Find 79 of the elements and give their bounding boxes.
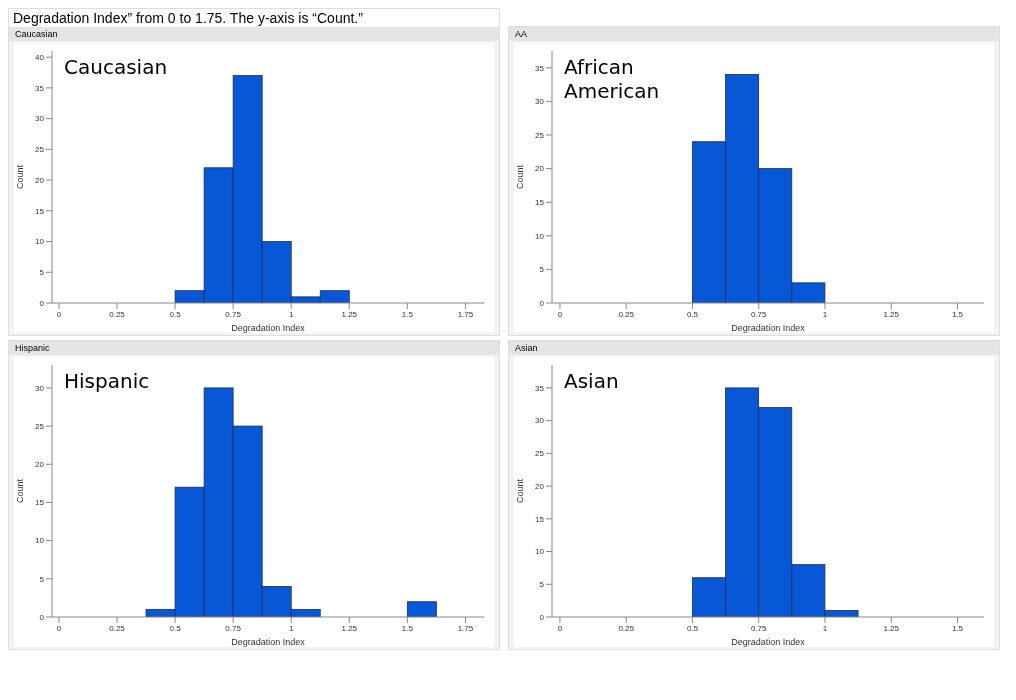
x-axis-title: Degradation Index (231, 323, 306, 333)
y-tick-label: 30 (35, 114, 45, 124)
y-axis-title: Count (515, 164, 526, 190)
x-axis-title: Degradation Index (731, 637, 806, 647)
annotation: Caucasian (64, 55, 169, 79)
x-tick-label: 0.5 (686, 309, 699, 319)
y-tick-label: 35 (535, 383, 545, 393)
x-tick-label: 0 (557, 623, 563, 633)
x-tick-label: 0 (56, 309, 62, 319)
y-tick-label: 25 (35, 145, 45, 155)
y-tick-label: 20 (35, 460, 45, 470)
x-tick-label: 1.75 (457, 309, 474, 319)
x-axis-title: Degradation Index (731, 323, 806, 333)
chart-title: Hispanic (9, 341, 499, 355)
text: Degradation Index” from 0 to 1.75. The y-axis is “Count.” (9, 9, 499, 27)
chart-title: Caucasian (9, 27, 499, 41)
y-tick-label: 0 (39, 298, 45, 308)
y-tick-label: 30 (35, 383, 45, 393)
x-tick-label: 1 (289, 309, 294, 319)
y-tick-label: 40 (35, 52, 45, 62)
y-tick-label: 30 (535, 416, 545, 426)
y-tick-label: 25 (535, 449, 545, 459)
y-tick-label: 5 (39, 574, 45, 584)
y-tick-label: 35 (535, 63, 545, 73)
y-tick-label: 0 (39, 612, 45, 622)
y-tick-label: 15 (535, 198, 545, 208)
y-tick-label: 5 (539, 580, 545, 590)
x-tick-label: 0.25 (109, 309, 126, 319)
annotation: African American (564, 55, 661, 103)
x-tick-label: 1 (822, 623, 828, 633)
x-tick-label: 0.75 (225, 309, 242, 319)
x-tick-label: 0 (56, 623, 62, 633)
chart-title: Asian (509, 341, 999, 355)
y-tick-label: 10 (535, 547, 545, 557)
x-tick-label: 1.25 (341, 623, 358, 633)
x-tick-label: 1.25 (883, 623, 900, 633)
x-tick-label: 0.5 (686, 623, 699, 633)
x-tick-label: 1.5 (951, 309, 964, 319)
y-tick-label: 20 (35, 175, 45, 185)
y-tick-label: 0 (539, 612, 545, 622)
y-tick-label: 0 (539, 298, 545, 308)
x-tick-label: 0.25 (618, 623, 635, 633)
x-tick-label: 1.25 (341, 309, 358, 319)
annotation: Asian (564, 369, 620, 393)
x-tick-label: 0.25 (109, 623, 126, 633)
y-axis-title: Count (15, 164, 26, 190)
y-tick-label: 25 (35, 421, 45, 431)
y-tick-label: 15 (35, 206, 45, 216)
x-tick-label: 0.5 (169, 309, 182, 319)
x-tick-label: 0 (557, 309, 563, 319)
y-tick-label: 5 (39, 268, 45, 278)
y-tick-label: 10 (35, 536, 45, 546)
x-tick-label: 0.5 (169, 623, 182, 633)
y-tick-label: 15 (35, 498, 45, 508)
x-tick-label: 1.25 (883, 309, 900, 319)
annotation: Hispanic (64, 369, 151, 393)
x-tick-label: 1.5 (401, 309, 414, 319)
chart-title: AA (509, 27, 999, 41)
y-tick-label: 5 (539, 265, 545, 275)
y-tick-label: 20 (535, 164, 545, 174)
y-tick-label: 20 (535, 481, 545, 491)
x-tick-label: 1 (822, 309, 828, 319)
x-tick-label: 1.75 (457, 623, 474, 633)
y-tick-label: 10 (535, 231, 545, 241)
x-tick-label: 0.75 (225, 623, 242, 633)
x-tick-label: 0.75 (750, 309, 768, 319)
y-tick-label: 35 (35, 83, 45, 93)
x-tick-label: 1.5 (951, 623, 964, 633)
x-tick-label: 1 (289, 623, 294, 633)
x-axis-title: Degradation Index (231, 637, 306, 647)
y-axis-title: Count (515, 478, 526, 504)
x-tick-label: 0.25 (618, 309, 635, 319)
y-axis-title: Count (15, 478, 26, 504)
y-tick-label: 15 (535, 514, 545, 524)
y-tick-label: 30 (535, 97, 545, 107)
x-tick-label: 0.75 (750, 623, 768, 633)
y-tick-label: 10 (35, 237, 45, 247)
x-tick-label: 1.5 (401, 623, 414, 633)
y-tick-label: 25 (535, 130, 545, 140)
